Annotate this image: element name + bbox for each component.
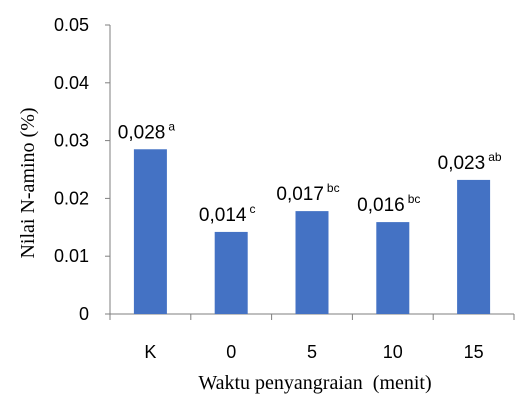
y-tick-label: 0.02 (54, 188, 89, 208)
significance-letter: bc (327, 181, 340, 195)
x-tick-marks (109, 314, 515, 320)
bar (295, 211, 329, 314)
significance-letter: c (249, 202, 255, 216)
x-tick-label: 0 (226, 342, 236, 362)
data-label: 0,016 bc (357, 192, 420, 216)
y-tick-label: 0.05 (54, 15, 89, 35)
significance-letter: bc (408, 192, 421, 206)
bar (457, 179, 491, 314)
y-axis-title: Nilai N-amino (%) (17, 107, 39, 258)
data-label: 0,017 bc (276, 181, 339, 205)
x-tick-label: 15 (464, 342, 484, 362)
bar (376, 222, 410, 314)
y-tick-marks (105, 24, 110, 315)
bar (214, 231, 248, 314)
x-tick-label: 5 (307, 342, 317, 362)
significance-letter: ab (488, 150, 502, 164)
x-tick-labels: K 0 5 10 15 (144, 342, 483, 362)
x-tick-label: K (144, 342, 156, 362)
y-tick-label: 0 (79, 304, 89, 324)
data-labels: 0,028 a 0,014 c 0,017 bc 0,016 bc 0,023 ab (118, 119, 502, 226)
y-tick-label: 0.01 (54, 246, 89, 266)
data-label: 0,023 ab (438, 150, 502, 174)
data-label: 0,014 c (199, 202, 256, 226)
data-label: 0,028 a (118, 119, 176, 143)
y-tick-label: 0.04 (54, 73, 89, 93)
bars (133, 149, 491, 314)
bar (133, 149, 167, 314)
y-tick-label: 0.03 (54, 131, 89, 151)
y-tick-labels: 0 0.01 0.02 0.03 0.04 0.05 (54, 15, 89, 324)
x-axis-title: Waktu penyangraian (menit) (198, 372, 431, 394)
significance-letter: a (168, 119, 175, 133)
x-tick-label: 10 (383, 342, 403, 362)
